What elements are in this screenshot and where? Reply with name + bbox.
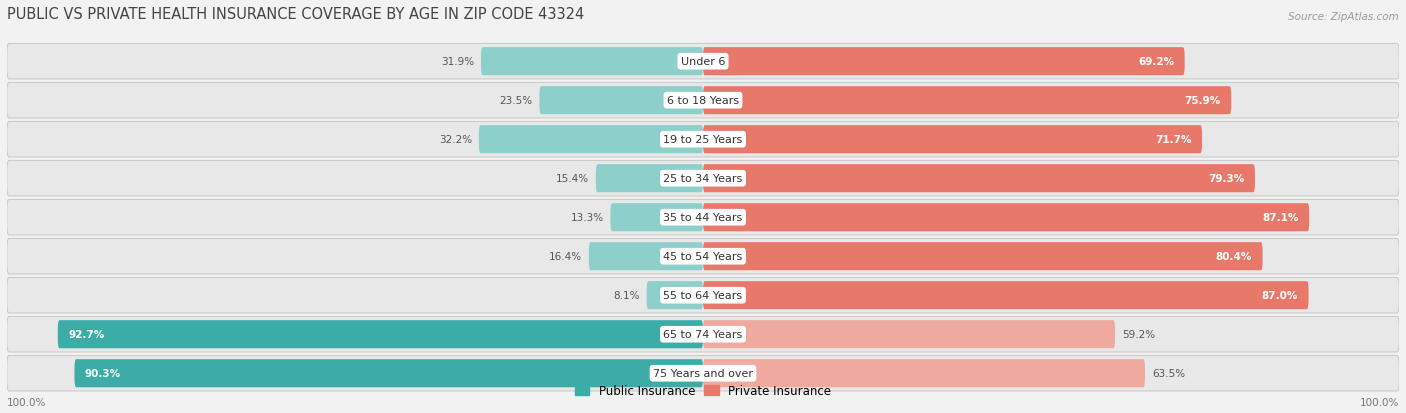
- FancyBboxPatch shape: [7, 239, 1399, 274]
- FancyBboxPatch shape: [703, 165, 1256, 193]
- Text: 79.3%: 79.3%: [1208, 174, 1244, 184]
- Text: 59.2%: 59.2%: [1122, 330, 1156, 339]
- FancyBboxPatch shape: [481, 48, 703, 76]
- FancyBboxPatch shape: [479, 126, 703, 154]
- FancyBboxPatch shape: [647, 282, 703, 309]
- Text: 90.3%: 90.3%: [84, 368, 121, 378]
- Text: 16.4%: 16.4%: [548, 252, 582, 261]
- Text: 87.1%: 87.1%: [1263, 213, 1299, 223]
- FancyBboxPatch shape: [703, 359, 1144, 387]
- FancyBboxPatch shape: [7, 317, 1399, 352]
- Text: 32.2%: 32.2%: [439, 135, 472, 145]
- Text: 31.9%: 31.9%: [441, 57, 474, 67]
- Text: 65 to 74 Years: 65 to 74 Years: [664, 330, 742, 339]
- Text: 75 Years and over: 75 Years and over: [652, 368, 754, 378]
- FancyBboxPatch shape: [7, 83, 1399, 119]
- FancyBboxPatch shape: [703, 126, 1202, 154]
- Text: 8.1%: 8.1%: [613, 290, 640, 301]
- Text: 75.9%: 75.9%: [1185, 96, 1220, 106]
- Text: 15.4%: 15.4%: [555, 174, 589, 184]
- Text: 71.7%: 71.7%: [1156, 135, 1192, 145]
- FancyBboxPatch shape: [610, 204, 703, 232]
- Legend: Public Insurance, Private Insurance: Public Insurance, Private Insurance: [571, 380, 835, 402]
- FancyBboxPatch shape: [7, 161, 1399, 197]
- Text: PUBLIC VS PRIVATE HEALTH INSURANCE COVERAGE BY AGE IN ZIP CODE 43324: PUBLIC VS PRIVATE HEALTH INSURANCE COVER…: [7, 7, 585, 22]
- FancyBboxPatch shape: [7, 278, 1399, 313]
- FancyBboxPatch shape: [703, 204, 1309, 232]
- Text: Source: ZipAtlas.com: Source: ZipAtlas.com: [1288, 12, 1399, 22]
- FancyBboxPatch shape: [7, 200, 1399, 235]
- Text: 19 to 25 Years: 19 to 25 Years: [664, 135, 742, 145]
- Text: Under 6: Under 6: [681, 57, 725, 67]
- FancyBboxPatch shape: [58, 320, 703, 349]
- Text: 63.5%: 63.5%: [1152, 368, 1185, 378]
- Text: 35 to 44 Years: 35 to 44 Years: [664, 213, 742, 223]
- Text: 23.5%: 23.5%: [499, 96, 533, 106]
- FancyBboxPatch shape: [589, 242, 703, 271]
- FancyBboxPatch shape: [703, 48, 1185, 76]
- Text: 87.0%: 87.0%: [1261, 290, 1298, 301]
- Text: 92.7%: 92.7%: [69, 330, 104, 339]
- FancyBboxPatch shape: [703, 320, 1115, 349]
- Text: 45 to 54 Years: 45 to 54 Years: [664, 252, 742, 261]
- FancyBboxPatch shape: [7, 356, 1399, 391]
- FancyBboxPatch shape: [703, 242, 1263, 271]
- Text: 13.3%: 13.3%: [571, 213, 603, 223]
- FancyBboxPatch shape: [540, 87, 703, 115]
- Text: 69.2%: 69.2%: [1137, 57, 1174, 67]
- FancyBboxPatch shape: [75, 359, 703, 387]
- FancyBboxPatch shape: [703, 87, 1232, 115]
- FancyBboxPatch shape: [703, 282, 1309, 309]
- Text: 55 to 64 Years: 55 to 64 Years: [664, 290, 742, 301]
- Text: 80.4%: 80.4%: [1216, 252, 1253, 261]
- Text: 100.0%: 100.0%: [7, 396, 46, 407]
- Text: 100.0%: 100.0%: [1360, 396, 1399, 407]
- Text: 6 to 18 Years: 6 to 18 Years: [666, 96, 740, 106]
- Text: 25 to 34 Years: 25 to 34 Years: [664, 174, 742, 184]
- FancyBboxPatch shape: [596, 165, 703, 193]
- FancyBboxPatch shape: [7, 44, 1399, 80]
- FancyBboxPatch shape: [7, 122, 1399, 158]
